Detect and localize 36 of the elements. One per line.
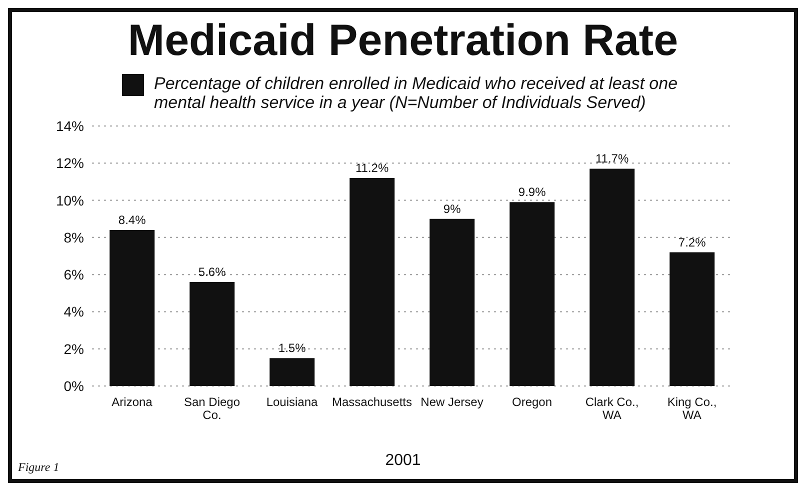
- x-tick-label: King Co., WA: [667, 395, 717, 422]
- data-label: 9%: [443, 202, 462, 216]
- y-tick-label: 8%: [64, 229, 84, 246]
- bar: [190, 282, 235, 386]
- data-label: 11.7%: [596, 152, 629, 166]
- y-tick-label: 0%: [64, 378, 84, 394]
- data-label: 9.9%: [518, 185, 546, 200]
- x-tick-label: Louisiana: [266, 395, 318, 409]
- chart-title: Medicaid Penetration Rate: [126, 16, 680, 66]
- text: 2001: [385, 452, 421, 469]
- x-tick-label: San Diego Co.: [184, 395, 240, 422]
- y-tick-label: 6%: [64, 266, 84, 283]
- legend-label: Percentage of children enrolled in Medicaid who received at least one mental health service in a year (N=Number of Individuals Served): [154, 74, 679, 112]
- bar: [430, 218, 475, 386]
- y-tick-label: 14%: [56, 118, 84, 134]
- y-tick-label: 12%: [56, 155, 84, 172]
- bar: [510, 202, 555, 386]
- data-label: 8.4%: [118, 213, 146, 227]
- bar: [350, 178, 395, 386]
- bar: [590, 168, 635, 386]
- y-tick-label: 2%: [64, 340, 84, 357]
- data-label: 1.5%: [278, 341, 306, 356]
- bar: [670, 252, 715, 386]
- bar: [110, 230, 155, 386]
- y-tick-label: 4%: [64, 304, 84, 320]
- caption: Figure 1: [18, 460, 60, 475]
- y-tick-label: 10%: [56, 192, 84, 208]
- bar: [270, 358, 315, 386]
- data-label: 5.6%: [198, 265, 226, 279]
- x-tick-label: Arizona: [112, 395, 153, 409]
- data-label: 11.2%: [356, 161, 389, 175]
- data-label: 7.2%: [678, 235, 706, 250]
- x-tick-label: New Jersey: [420, 395, 484, 409]
- x-tick-label: Oregon: [512, 395, 552, 409]
- x-tick-label: Clark Co., WA: [585, 395, 639, 422]
- x-tick-label: Massachusetts: [332, 395, 412, 409]
